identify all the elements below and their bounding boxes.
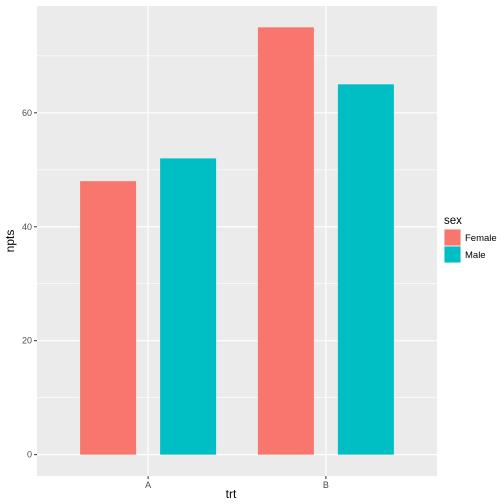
legend-label-female: Female xyxy=(465,233,497,244)
x-tick-label: A xyxy=(145,480,151,490)
bar-b-female xyxy=(257,27,314,455)
y-axis-title: npts xyxy=(3,230,17,253)
y-tick-label: 20 xyxy=(22,336,32,346)
bars xyxy=(80,27,394,455)
bar-b-male xyxy=(337,84,394,455)
legend-swatch-female xyxy=(444,229,461,246)
y-tick-label: 60 xyxy=(22,108,32,118)
bar-a-female xyxy=(80,181,137,455)
legend-label-male: Male xyxy=(465,250,486,261)
legend-title: sex xyxy=(444,215,462,227)
bar-a-male xyxy=(160,158,217,455)
y-axis-ticks: 0 20 40 60 xyxy=(22,108,37,460)
legend-swatch-male xyxy=(444,246,461,263)
y-tick-label: 40 xyxy=(22,222,32,232)
legend: sex Female Male xyxy=(444,215,497,263)
x-axis-title: trt xyxy=(226,487,237,501)
y-tick-label: 0 xyxy=(27,450,32,460)
x-tick-label: B xyxy=(323,480,329,490)
